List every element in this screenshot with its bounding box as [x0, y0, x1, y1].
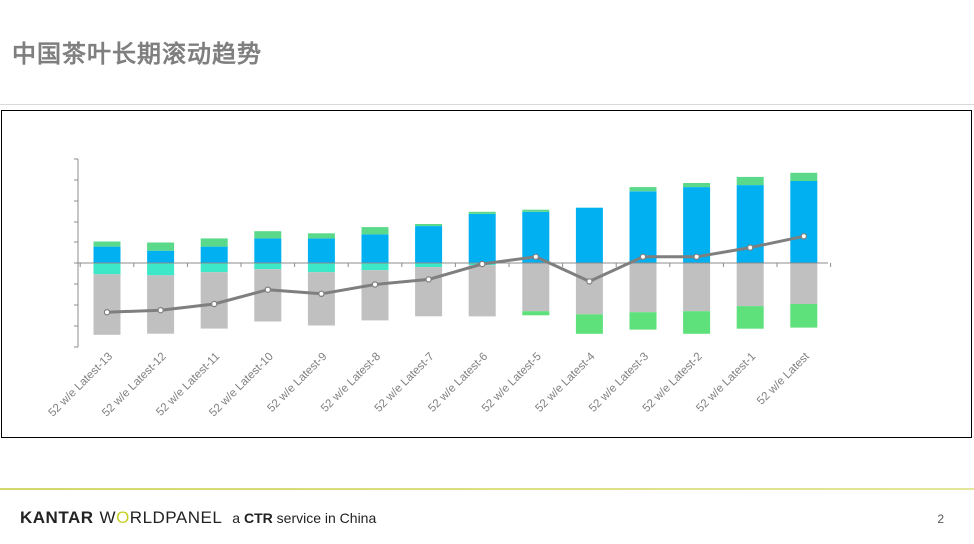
net-point-14: [800, 233, 808, 240]
bar-segment-5-11: [629, 312, 657, 330]
bar-segment-4-1: [93, 274, 121, 335]
bar-segment-3-7: [415, 263, 443, 268]
bar-segment-2-9: [522, 209, 550, 212]
bar-segment-1-13: [736, 185, 764, 263]
bar-segment-1-1: [93, 246, 121, 263]
bar-segment-5-13: [736, 306, 764, 329]
bar-segment-2-4: [254, 231, 282, 239]
bar-segment-3-6: [361, 263, 389, 271]
bar-segment-2-12: [683, 183, 711, 188]
bar-segment-5-12: [683, 311, 711, 334]
tagline-a: a: [232, 510, 241, 526]
net-point-9: [532, 253, 540, 260]
chart-frame: 52 w/e Latest-13 52 w/e Latest-12 52 w/e L…: [1, 110, 972, 438]
page-number: 2: [937, 512, 944, 526]
bar-segment-4-7: [415, 267, 443, 317]
bar-segment-2-3: [200, 238, 228, 247]
net-point-4: [264, 286, 271, 293]
bar-segment-4-10: [575, 263, 603, 315]
bar-segment-1-3: [200, 246, 228, 263]
bar-segment-4-2: [147, 275, 175, 334]
axes-layer: [74, 158, 832, 348]
bar-segment-3-1: [93, 263, 121, 275]
tagline-rest: service in China: [276, 510, 377, 526]
bar-segment-2-11: [629, 187, 657, 192]
bar-segment-4-11: [629, 263, 657, 313]
bar-segment-5-9: [522, 311, 550, 316]
net-point-3: [210, 300, 218, 308]
bar-segment-1-14: [790, 181, 818, 263]
net-point-11: [639, 253, 647, 260]
bar-segment-4-14: [790, 263, 818, 304]
bar-segment-2-2: [147, 242, 175, 251]
brand-worldpanel-o: O: [116, 508, 130, 527]
tagline-ctr: CTR: [243, 510, 273, 526]
page-title: 中国茶叶长期滚动趋势: [12, 40, 262, 68]
bar-segment-2-14: [790, 172, 818, 181]
brand-worldpanel-rest: RLDPANEL: [129, 508, 223, 527]
bar-segment-5-10: [575, 314, 603, 334]
net-point-12: [693, 253, 700, 260]
bar-segment-4-12: [683, 263, 711, 312]
category-label-13: 52 w/e Latest-1: [694, 351, 758, 415]
bar-segment-4-9: [522, 263, 550, 312]
bar-segment-1-11: [629, 191, 657, 264]
line-layer: [103, 233, 808, 316]
bar-segment-1-6: [361, 234, 389, 263]
bar-segment-2-1: [93, 241, 121, 247]
category-label-14: 52 w/e Latest: [755, 350, 812, 407]
net-line: [106, 234, 805, 314]
bar-segment-1-12: [683, 187, 711, 263]
bar-segment-1-2: [147, 250, 175, 263]
bar-segment-1-10: [575, 207, 603, 263]
net-point-5: [318, 290, 325, 297]
bar-segment-3-2: [147, 263, 175, 276]
bar-segment-1-7: [415, 226, 443, 263]
bar-segment-4-6: [361, 270, 389, 321]
brand-kantar: KANTAR: [20, 508, 94, 527]
bar-segment-2-13: [736, 176, 764, 186]
bar-segment-5-14: [790, 304, 818, 328]
net-point-7: [425, 276, 432, 283]
bar-segment-2-5: [307, 233, 335, 239]
net-point-1: [103, 308, 111, 316]
net-point-10: [586, 278, 593, 285]
bar-segment-2-6: [361, 227, 389, 235]
net-point-6: [371, 281, 379, 288]
bar-segment-1-8: [468, 213, 496, 263]
net-point-2: [157, 306, 164, 314]
bar-segment-2-8: [468, 211, 496, 214]
bar-segment-2-7: [415, 224, 443, 226]
brand-worldpanel: WORLDPANEL: [100, 508, 223, 528]
footer-branding: KANTAR WORLDPANEL a CTR service in China: [20, 508, 376, 530]
net-point-8: [479, 260, 486, 268]
bar-segment-4-4: [254, 269, 282, 322]
bars-layer: [93, 172, 818, 335]
bar-segment-4-8: [468, 265, 496, 317]
brand-worldpanel-w: W: [99, 508, 117, 527]
bar-segment-1-4: [254, 238, 282, 263]
title-divider: [0, 104, 974, 105]
bar-segment-1-5: [307, 238, 335, 263]
bar-segment-3-4: [254, 263, 282, 270]
bar-segment-4-13: [736, 263, 764, 307]
bar-segment-3-5: [307, 263, 335, 273]
bar-segment-3-3: [200, 263, 228, 273]
brand-tagline: a CTR service in China: [232, 510, 376, 526]
footer-divider: [0, 488, 974, 490]
net-point-13: [747, 244, 754, 251]
bar-segment-4-5: [307, 272, 335, 326]
